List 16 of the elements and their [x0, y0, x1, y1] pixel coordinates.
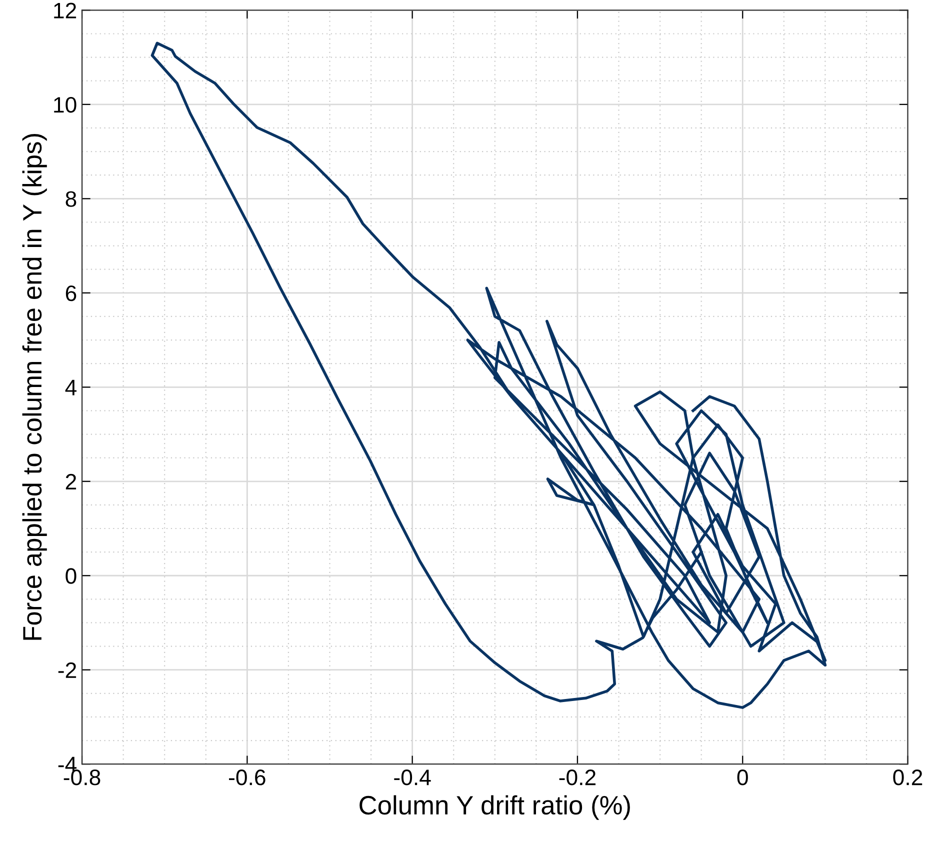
y-tick-label: 0	[66, 568, 76, 584]
line-series	[150, 42, 827, 709]
x-tick-label: -0.2	[559, 770, 596, 786]
y-tick-label: 2	[66, 474, 76, 490]
y-tick-label: 6	[66, 285, 76, 302]
y-tick-label: 10	[54, 96, 76, 113]
y-axis-title: Force applied to column free end in Y (kips)	[22, 134, 47, 640]
x-tick-label: 0.2	[893, 770, 922, 786]
x-tick-label: -0.4	[394, 770, 431, 786]
x-tick-label: 0	[737, 770, 748, 786]
y-tick-label: 8	[66, 191, 76, 207]
x-axis-title: Column Y drift ratio (%)	[360, 795, 630, 820]
x-tick-label: -0.6	[229, 770, 266, 786]
y-tick-label: 12	[54, 2, 76, 18]
y-tick-label: -2	[58, 662, 76, 678]
y-tick-label: 4	[65, 380, 77, 396]
